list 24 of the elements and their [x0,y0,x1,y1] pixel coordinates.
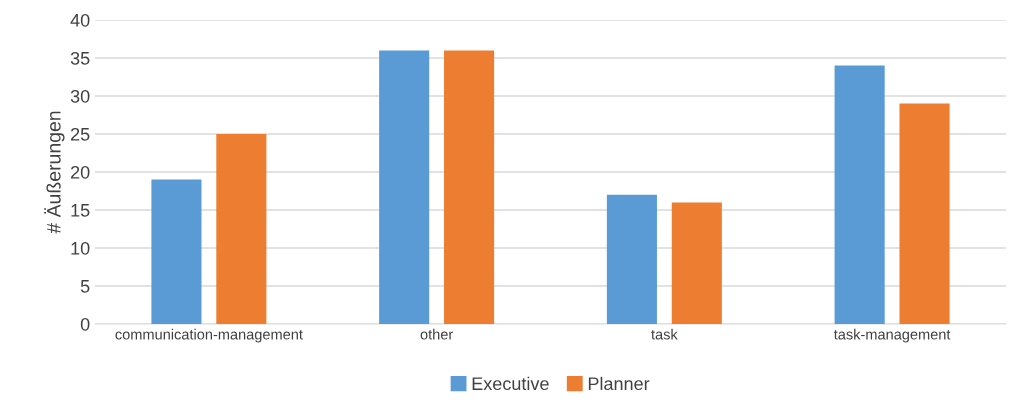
x-tick-label: communication-management [115,328,303,343]
x-tick-label: other [420,328,454,340]
y-tick-label: 0 [80,317,90,331]
y-tick-label: 25 [71,127,90,141]
y-tick-label: 5 [80,280,90,293]
bar [899,103,950,324]
y-axis-title: # Äußerungen [44,111,65,234]
bar [379,50,430,324]
bar [606,194,657,324]
y-tick-label: 30 [70,89,90,103]
x-tick-label: task [651,328,678,340]
x-tick-label: task-management [833,328,951,343]
bar [834,65,885,324]
legend-label: Executive [472,376,549,391]
y-tick-label: 20 [71,165,90,179]
bar [216,134,267,324]
bar [671,202,722,324]
y-tick-label: 35 [70,51,90,65]
legend-label: Planner [588,376,650,391]
y-tick-label: 15 [71,204,90,217]
y-tick-label: 10 [71,241,90,255]
bar [444,50,495,324]
y-tick-label: 40 [70,13,90,27]
bar [151,179,202,324]
